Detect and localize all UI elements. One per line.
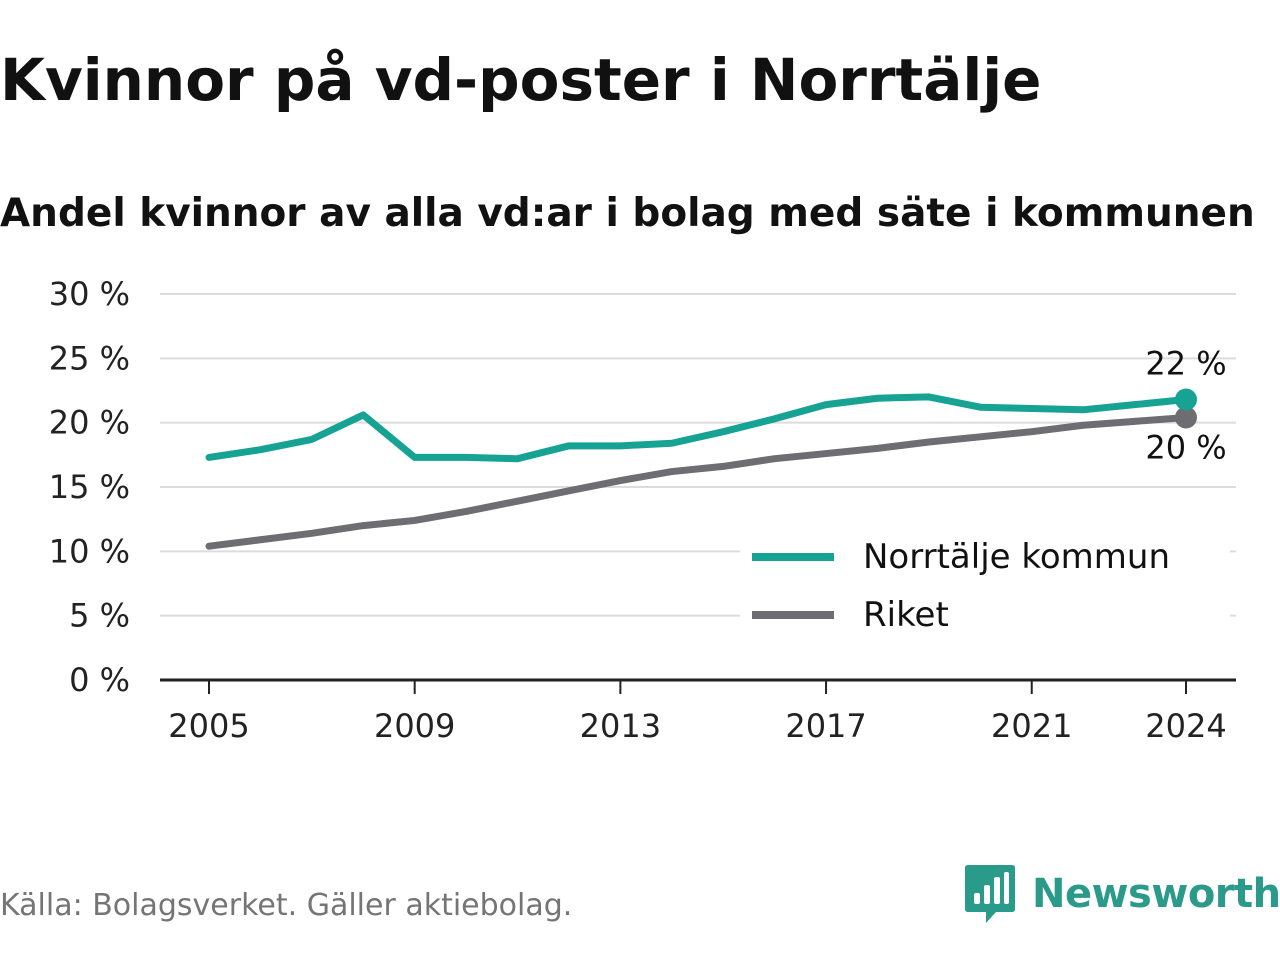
x-tick-label-2021: 2021 <box>991 707 1072 745</box>
x-tick-label-2017: 2017 <box>785 707 866 745</box>
grid-lines <box>160 293 1236 617</box>
x-axis: 2005 2009 2013 2017 2021 2024 <box>160 678 1236 745</box>
brand-name: Newsworthy <box>1032 871 1280 917</box>
end-labels: 22 % 20 % <box>1145 345 1226 467</box>
source-note: Källa: Bolagsverket. Gäller aktiebolag. <box>0 888 573 923</box>
x-tick-label-2009: 2009 <box>374 707 455 745</box>
y-tick-label-0: 0 % <box>69 661 130 699</box>
brand-logo: Newsworthy <box>964 862 1280 926</box>
series-line-norrtalje <box>205 393 1190 463</box>
end-point-norrtalje <box>1175 388 1197 411</box>
y-tick-label-10: 10 % <box>49 532 130 570</box>
chart-subtitle: Andel kvinnor av alla vd:ar i bolag med … <box>0 191 1255 236</box>
x-tick-label-2013: 2013 <box>580 707 661 745</box>
x-tick-label-2024: 2024 <box>1145 707 1226 745</box>
y-tick-label-25: 25 % <box>49 339 130 377</box>
newsworthy-logo-icon <box>965 865 1015 923</box>
y-tick-label-20: 20 % <box>49 404 130 442</box>
end-label-norrtalje: 22 % <box>1145 345 1226 383</box>
series-line-riket <box>205 414 1190 550</box>
y-tick-label-15: 15 % <box>49 468 130 506</box>
legend: Norrtälje kommun Riket <box>740 533 1230 639</box>
chart-title: Kvinnor på vd-poster i Norrtälje <box>0 46 1042 114</box>
legend-label-norrtalje: Norrtälje kommun <box>863 537 1170 577</box>
y-axis: 0 % 5 % 10 % 15 % 20 % 25 % 30 % <box>49 275 130 699</box>
x-tick-label-2005: 2005 <box>168 707 249 745</box>
legend-label-riket: Riket <box>863 595 949 635</box>
end-point-riket <box>1175 406 1197 429</box>
line-chart: 0 %5 %10 %15 %20 %25 %30 % 2005 2009 2013 2… <box>49 275 1236 745</box>
y-tick-label-5: 5 % <box>69 597 130 635</box>
end-label-riket: 20 % <box>1145 429 1226 467</box>
y-tick-label-30: 30 % <box>49 275 130 313</box>
series-lines <box>205 388 1197 550</box>
